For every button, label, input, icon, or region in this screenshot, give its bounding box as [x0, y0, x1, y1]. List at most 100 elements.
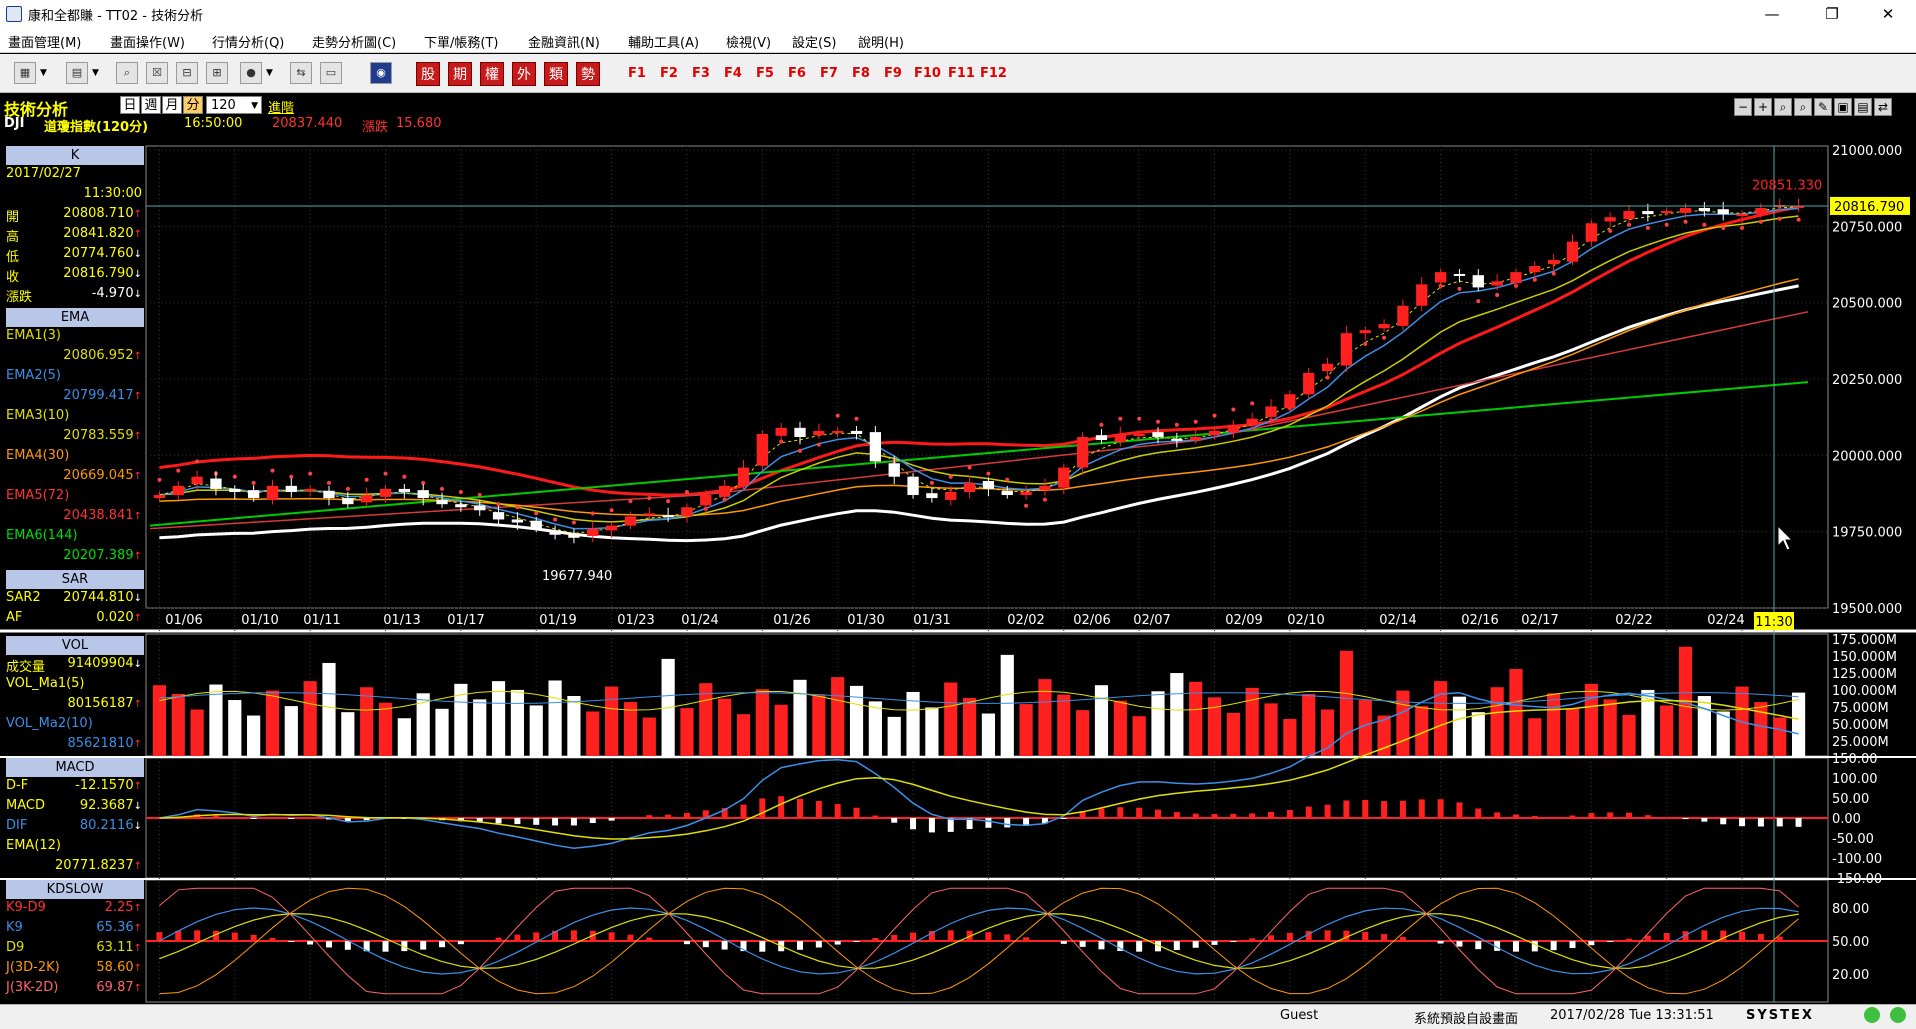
category-quote-button[interactable]: 類: [544, 62, 568, 86]
ema-panel-title[interactable]: EMA: [6, 308, 144, 327]
save-chart-icon[interactable]: ▣: [1834, 98, 1852, 116]
macd-histogram-bar: [759, 798, 766, 818]
volume-bar: [1170, 673, 1184, 756]
candle-body: [436, 499, 448, 505]
kd-histogram-bar: [872, 937, 879, 941]
systex-logo-icon[interactable]: ◉: [370, 62, 392, 84]
f1-key[interactable]: F1: [628, 66, 646, 81]
connection-status-icon: [1864, 1007, 1880, 1023]
close-window-icon[interactable]: ☒: [146, 62, 168, 84]
advanced-link[interactable]: 進階: [268, 101, 295, 116]
foreign-quote-button[interactable]: 外: [512, 62, 536, 86]
menu-tools[interactable]: 輔助工具(A): [628, 36, 700, 51]
macd-histogram-bar: [495, 818, 502, 824]
minimize-button[interactable]: —: [1764, 5, 1780, 23]
candle-body: [1604, 217, 1616, 222]
macd-histogram-bar: [1550, 816, 1557, 818]
menu-finance-info[interactable]: 金融資訊(N): [528, 36, 600, 51]
candle-body: [266, 485, 279, 500]
menu-help[interactable]: 說明(H): [858, 36, 904, 51]
sar-dot: [1155, 419, 1160, 424]
volume-bar: [1113, 700, 1127, 756]
f9-key[interactable]: F9: [884, 66, 902, 81]
layout-icon[interactable]: ▦: [14, 62, 36, 84]
sar-dot: [647, 496, 652, 501]
period-minute-button[interactable]: 分: [183, 96, 203, 114]
period-week-button[interactable]: 週: [141, 96, 161, 114]
macd-panel-title[interactable]: MACD: [6, 758, 144, 777]
save-icon[interactable]: ▤: [66, 62, 88, 84]
volume-bar: [774, 704, 788, 756]
sar-dot: [402, 474, 407, 479]
draw-icon[interactable]: ✎: [1814, 98, 1832, 116]
f2-key[interactable]: F2: [660, 66, 678, 81]
candle-body: [1416, 284, 1428, 306]
macd-histogram-bar: [1512, 814, 1519, 818]
f4-key[interactable]: F4: [724, 66, 742, 81]
macd-histogram-bar: [1494, 812, 1501, 818]
swap-icon[interactable]: ⇄: [1874, 98, 1892, 116]
stock-quote-button[interactable]: 股: [416, 62, 440, 86]
volume-bar: [962, 698, 977, 756]
tile-window-icon[interactable]: ⊞: [206, 62, 228, 84]
f8-key[interactable]: F8: [852, 66, 870, 81]
magnify-minus-icon[interactable]: ⌕: [1774, 98, 1792, 116]
vol-panel-title[interactable]: VOL: [6, 636, 144, 655]
search-icon[interactable]: ⌕: [116, 62, 138, 84]
volume-bar: [1320, 709, 1335, 756]
f12-key[interactable]: F12: [980, 66, 1007, 81]
app-icon: [6, 6, 22, 22]
user-name: Guest: [1280, 1008, 1319, 1023]
magnify-plus-icon[interactable]: ⌕: [1794, 98, 1812, 116]
volume-bar: [416, 693, 430, 756]
sar-dot: [1212, 413, 1217, 418]
f5-key[interactable]: F5: [756, 66, 774, 81]
kd-panel-title[interactable]: KDSLOW: [6, 880, 144, 899]
menu-quote-analysis[interactable]: 行情分析(Q): [212, 36, 285, 51]
chevron-down-icon[interactable]: ▼: [92, 68, 99, 78]
f7-key[interactable]: F7: [820, 66, 838, 81]
maximize-button[interactable]: ❐: [1825, 5, 1839, 23]
menu-trend-chart[interactable]: 走勢分析圖(C): [312, 36, 397, 51]
kd-histogram-bar: [476, 940, 483, 942]
sar-panel-title[interactable]: SAR: [6, 570, 144, 589]
sar-dot: [967, 465, 972, 470]
menu-view[interactable]: 檢視(V): [726, 36, 772, 51]
link-icon[interactable]: ⇆: [290, 62, 312, 84]
kd-histogram-bar: [1475, 941, 1482, 950]
period-day-button[interactable]: 日: [120, 96, 140, 114]
candle-body: [210, 478, 222, 489]
zoom-out-button[interactable]: −: [1734, 98, 1752, 116]
candle-body: [1491, 281, 1503, 286]
chevron-down-icon[interactable]: ▼: [40, 68, 47, 78]
period-month-button[interactable]: 月: [162, 96, 182, 114]
f10-key[interactable]: F10: [914, 66, 941, 81]
trend-quote-button[interactable]: 勢: [576, 62, 600, 86]
menu-settings[interactable]: 設定(S): [792, 36, 837, 51]
zoom-in-button[interactable]: +: [1754, 98, 1772, 116]
candle-body: [1755, 208, 1767, 215]
period-select[interactable]: 120 ▼: [206, 96, 262, 114]
sar-dot: [232, 474, 237, 479]
kd-histogram-bar: [1117, 941, 1124, 951]
monitor-icon[interactable]: ▭: [320, 62, 342, 84]
volume-bar: [1094, 685, 1109, 756]
futures-quote-button[interactable]: 期: [448, 62, 472, 86]
volume-bar: [1773, 717, 1787, 756]
f6-key[interactable]: F6: [788, 66, 806, 81]
chevron-down-icon[interactable]: ▼: [266, 68, 273, 78]
options-quote-button[interactable]: 權: [480, 62, 504, 86]
k-panel-title[interactable]: K: [6, 146, 144, 165]
volume-bar: [1660, 705, 1674, 756]
split-window-icon[interactable]: ⊟: [176, 62, 198, 84]
menu-screen-manage[interactable]: 畫面管理(M): [8, 36, 82, 51]
menu-order-account[interactable]: 下單/帳務(T): [424, 36, 499, 51]
f3-key[interactable]: F3: [692, 66, 710, 81]
coin-icon[interactable]: ●: [240, 62, 262, 84]
f11-key[interactable]: F11: [948, 66, 975, 81]
menu-screen-operate[interactable]: 畫面操作(W): [110, 36, 185, 51]
print-icon[interactable]: ▤: [1854, 98, 1872, 116]
volume-axis-label: 50.000M: [1832, 718, 1889, 733]
close-button[interactable]: ✕: [1881, 5, 1895, 23]
